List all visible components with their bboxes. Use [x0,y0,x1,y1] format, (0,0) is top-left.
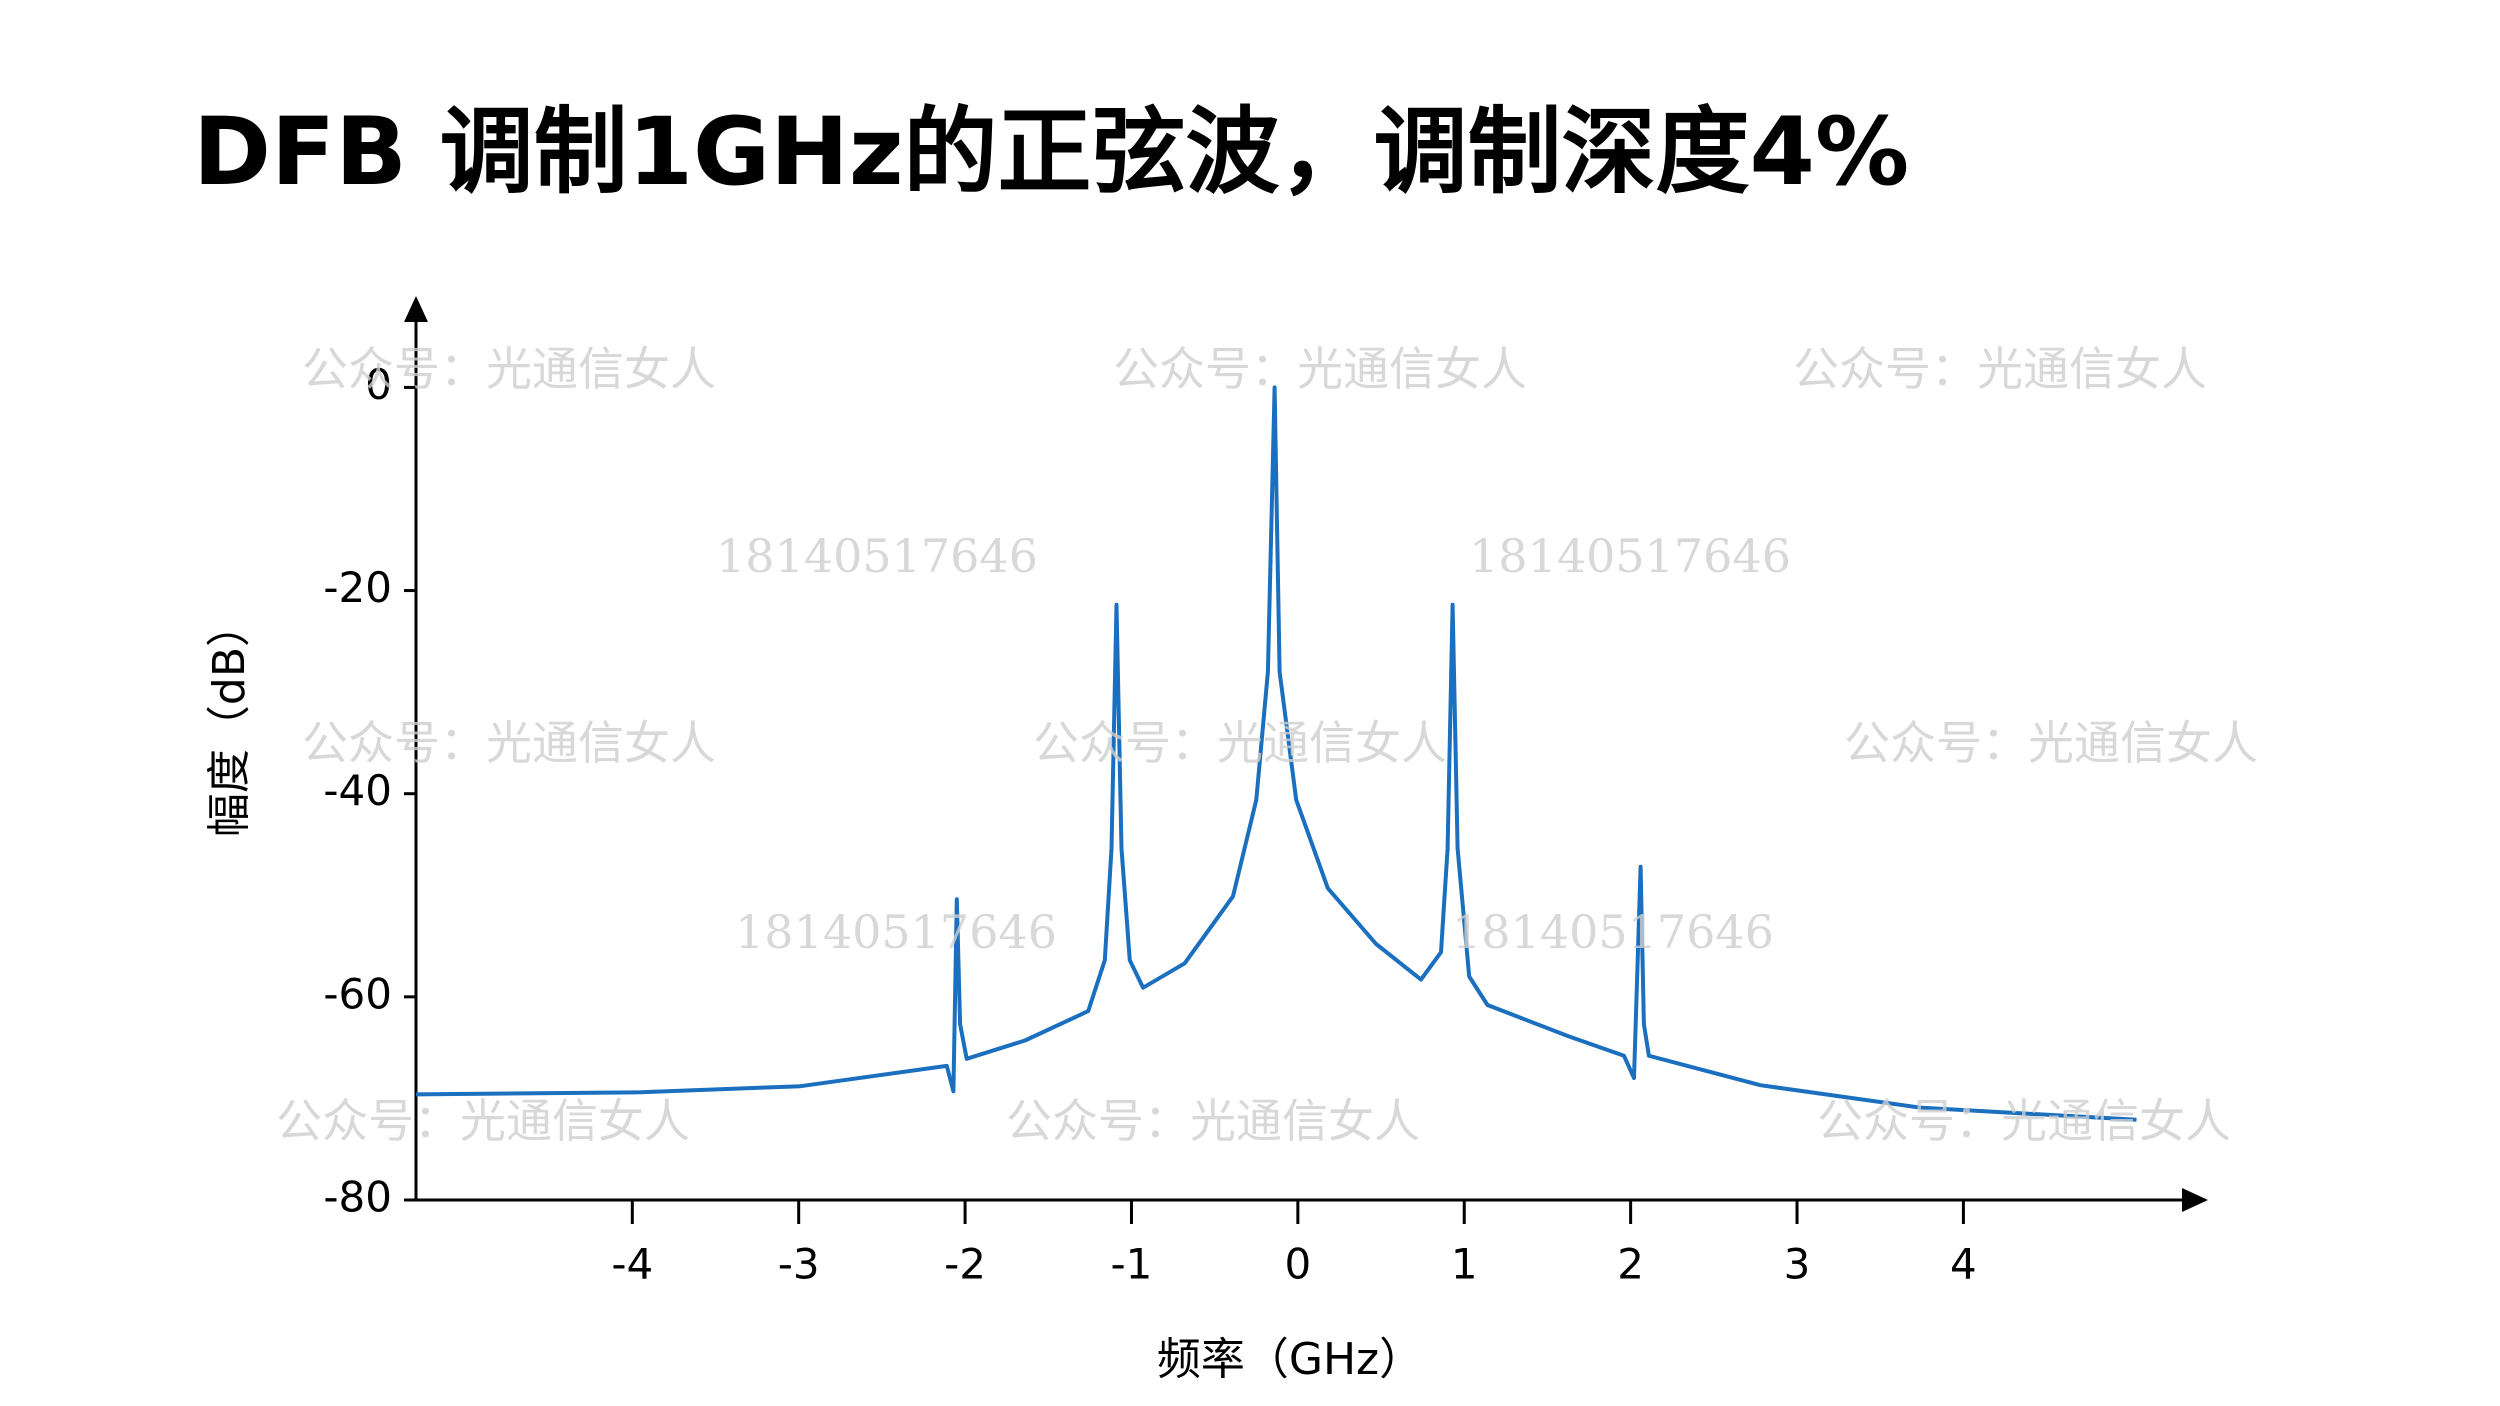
watermark: 公众号：光通信女人 [1817,1094,2231,1148]
watermark: 公众号：光通信女人 [276,1094,690,1148]
x-tick-label: -4 [611,1240,653,1289]
watermark: 公众号：光通信女人 [1844,716,2258,770]
watermark: 18140517646 [735,905,1057,959]
x-tick-label: -3 [778,1240,820,1289]
chart-title: DFB 调制1GHz的正弦波，调制深度4% [193,98,1909,207]
watermark: 公众号：光通信女人 [302,716,716,770]
watermark: 18140517646 [1469,529,1791,583]
x-axis-arrow [2182,1188,2208,1212]
watermark: 18140517646 [716,529,1038,583]
watermark: 公众号：光通信女人 [1006,1094,1420,1148]
x-tick-label: 3 [1784,1240,1811,1289]
watermark: 公众号：光通信女人 [1113,342,1527,396]
y-tick-label: -60 [323,969,392,1018]
line-series [415,385,2137,1122]
y-axis-label: 幅度（dB） [204,603,255,837]
x-axis-label: 频率（GHz） [1157,1334,1423,1385]
y-tick-label: -20 [323,563,392,612]
x-tick-label: 0 [1284,1240,1311,1289]
watermark: 公众号：光通信女人 [302,342,716,396]
x-tick-label: 2 [1617,1240,1644,1289]
x-tick-label: -1 [1111,1240,1153,1289]
x-tick-label: 1 [1451,1240,1478,1289]
y-tick-label: -40 [323,766,392,815]
y-tick-label: -80 [323,1173,392,1222]
watermark: 公众号：光通信女人 [1033,716,1447,770]
watermark: 公众号：光通信女人 [1793,342,2207,396]
x-tick-label: -2 [944,1240,986,1289]
y-axis-arrow [404,296,428,322]
y-tick-label: 0 [365,360,392,409]
watermark: 18140517646 [1452,905,1774,959]
x-tick-label: 4 [1950,1240,1977,1289]
